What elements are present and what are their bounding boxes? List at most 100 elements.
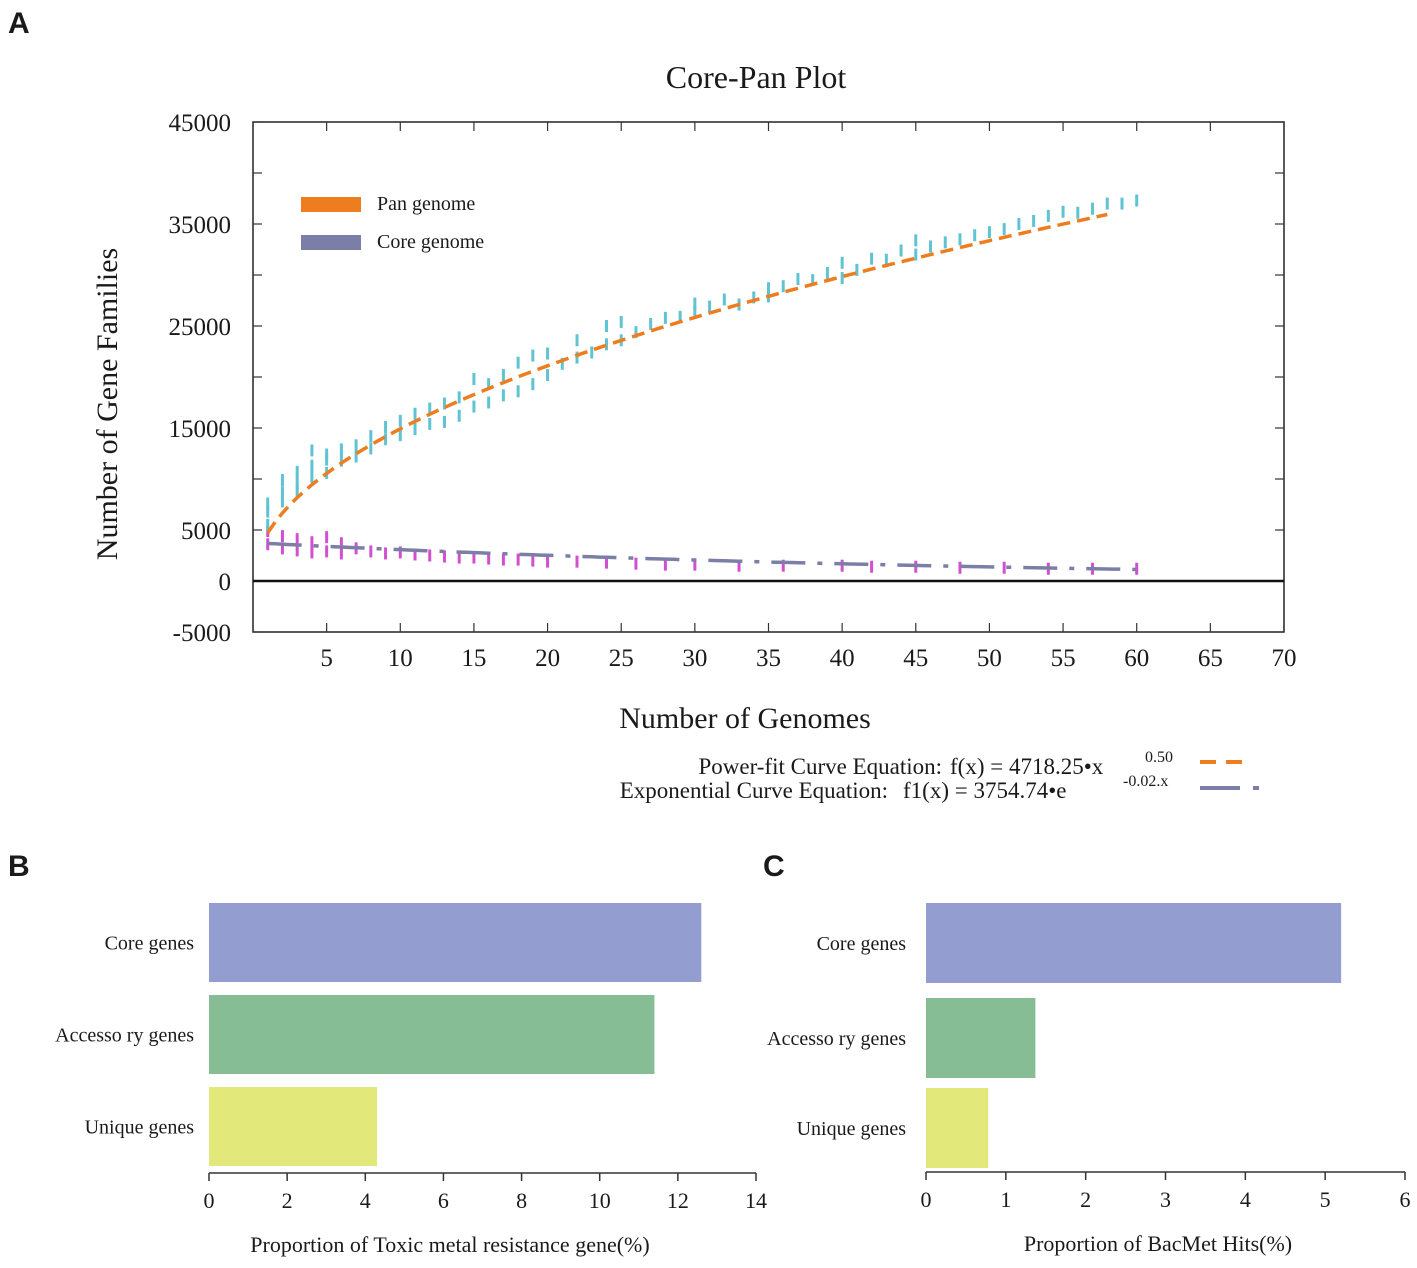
core-genome-point xyxy=(398,546,402,559)
pan-genome-point xyxy=(501,368,505,381)
x-tick-label: 40 xyxy=(830,645,855,672)
core-genome-point xyxy=(546,555,550,568)
exponential-label: Exponential Curve Equation: xyxy=(620,778,888,803)
pan-genome-fit-curve xyxy=(266,212,1108,534)
core-genome-point xyxy=(310,536,314,549)
pan-genome-point xyxy=(1002,223,1006,236)
pan-genome-point xyxy=(354,450,358,463)
pan-genome-point xyxy=(929,240,933,253)
x-axis-label: Proportion of Toxic metal resistance gen… xyxy=(250,1232,649,1257)
core-genome-point xyxy=(325,545,329,558)
pan-genome-point xyxy=(1076,206,1080,219)
pan-genome-point xyxy=(870,252,874,265)
core-genome-point xyxy=(472,551,476,564)
x-tick-label: 4 xyxy=(1240,1187,1251,1212)
pan-genome-point xyxy=(722,293,726,306)
axis-ticks: -5000 0 5000 15000 25000 35000 45000 5 10 15 20 25 3… xyxy=(169,110,1297,672)
pan-genome-point xyxy=(266,505,270,518)
pan-genome-point xyxy=(487,378,491,391)
x-axis-label: Proportion of BacMet Hits(%) xyxy=(1024,1231,1292,1256)
x-tick-label: 3 xyxy=(1160,1187,1171,1212)
pan-genome-point xyxy=(781,280,785,293)
x-tick-label: 25 xyxy=(609,645,634,672)
pan-genome-point xyxy=(369,430,373,443)
x-tick-label: 5 xyxy=(320,645,333,672)
x-tick-label: 2 xyxy=(282,1188,293,1213)
pan-genome-point xyxy=(472,373,476,386)
pan-genome-point xyxy=(1017,218,1021,230)
pan-genome-point xyxy=(280,495,284,508)
core-genome-point xyxy=(325,531,329,544)
pan-genome-point xyxy=(266,497,270,510)
pan-genome-point xyxy=(457,409,461,422)
x-tick-label: 10 xyxy=(388,645,413,672)
x-tick-label: 65 xyxy=(1198,645,1223,672)
x-tick-label: 30 xyxy=(682,645,707,672)
pan-genome-point xyxy=(457,391,461,404)
core-genome-point xyxy=(634,557,638,570)
pan-genome-point xyxy=(604,320,608,332)
pan-genome-point xyxy=(663,311,667,324)
pan-genome-point xyxy=(987,226,991,239)
category-label: Core genes xyxy=(105,933,195,955)
pan-genome-point xyxy=(413,407,417,420)
power-fit-formula: f(x) = 4718.25•x xyxy=(950,754,1104,779)
toxic-metal-bar-chart: Core genes Accesso ry genes Unique genes 0 2… xyxy=(55,903,767,1257)
pan-genome-point xyxy=(354,439,358,452)
category-label: Core genes xyxy=(817,933,907,955)
legend-swatch-pan xyxy=(301,197,361,212)
category-label: Accesso ry genes xyxy=(55,1025,194,1047)
pan-genome-point xyxy=(339,454,343,467)
pan-genome-point xyxy=(546,347,550,360)
pan-genome-point xyxy=(840,256,844,269)
pan-genome-point xyxy=(1105,197,1109,210)
x-tick-label: 8 xyxy=(516,1188,527,1213)
core-genome-point xyxy=(1002,561,1006,574)
pan-genome-point xyxy=(796,273,800,286)
y-tick-label: 15000 xyxy=(169,416,232,443)
pan-genome-point xyxy=(531,349,535,362)
pan-genome-point xyxy=(413,423,417,436)
pan-genome-point xyxy=(575,334,579,347)
pan-genome-point xyxy=(634,326,638,339)
core-pan-plot: Core-Pan Plot -5000 0 5000 15000 25000 35000 4… xyxy=(91,59,1297,803)
core-genome-point xyxy=(428,549,432,562)
pan-genome-point xyxy=(295,477,299,490)
pan-genome-point xyxy=(693,297,697,310)
pan-genome-point xyxy=(560,357,564,370)
pan-genome-point xyxy=(855,263,859,276)
y-tick-label: -5000 xyxy=(173,620,231,647)
core-genome-point xyxy=(280,542,284,555)
core-genome-point xyxy=(516,553,520,566)
y-tick-label: 45000 xyxy=(169,110,232,137)
x-tick-label: 15 xyxy=(461,645,486,672)
y-tick-label: 35000 xyxy=(169,212,232,239)
pan-genome-point xyxy=(369,442,373,455)
pan-genome-point xyxy=(339,443,343,456)
x-tick-label: 14 xyxy=(745,1188,767,1213)
pan-genome-point xyxy=(442,415,446,428)
x-tick-label: 12 xyxy=(667,1188,689,1213)
core-genome-point xyxy=(575,555,579,568)
pan-genome-point xyxy=(619,315,623,328)
core-genome-point xyxy=(531,554,535,567)
bar-3 xyxy=(926,1088,989,1168)
pan-genome-point xyxy=(649,317,653,330)
core-genome-point xyxy=(310,546,314,559)
x-tick-label: 6 xyxy=(1400,1187,1411,1212)
pan-genome-point xyxy=(280,486,284,499)
core-genome-point xyxy=(663,558,667,571)
x-tick-label: 0 xyxy=(921,1187,932,1212)
core-genome-point xyxy=(737,559,741,572)
pan-genome-point xyxy=(752,291,756,304)
core-genome-point xyxy=(280,530,284,543)
bar-2 xyxy=(209,995,655,1074)
pan-genome-point xyxy=(1061,205,1065,218)
pan-genome-point xyxy=(325,448,329,461)
panel-label-c: C xyxy=(763,850,785,883)
pan-genome-point xyxy=(384,420,388,433)
power-fit-exponent: 0.50 xyxy=(1145,749,1173,766)
equations: Power-fit Curve Equation: f(x) = 4718.25… xyxy=(620,749,1263,803)
core-genome-point xyxy=(442,550,446,563)
core-genome-point xyxy=(840,559,844,572)
